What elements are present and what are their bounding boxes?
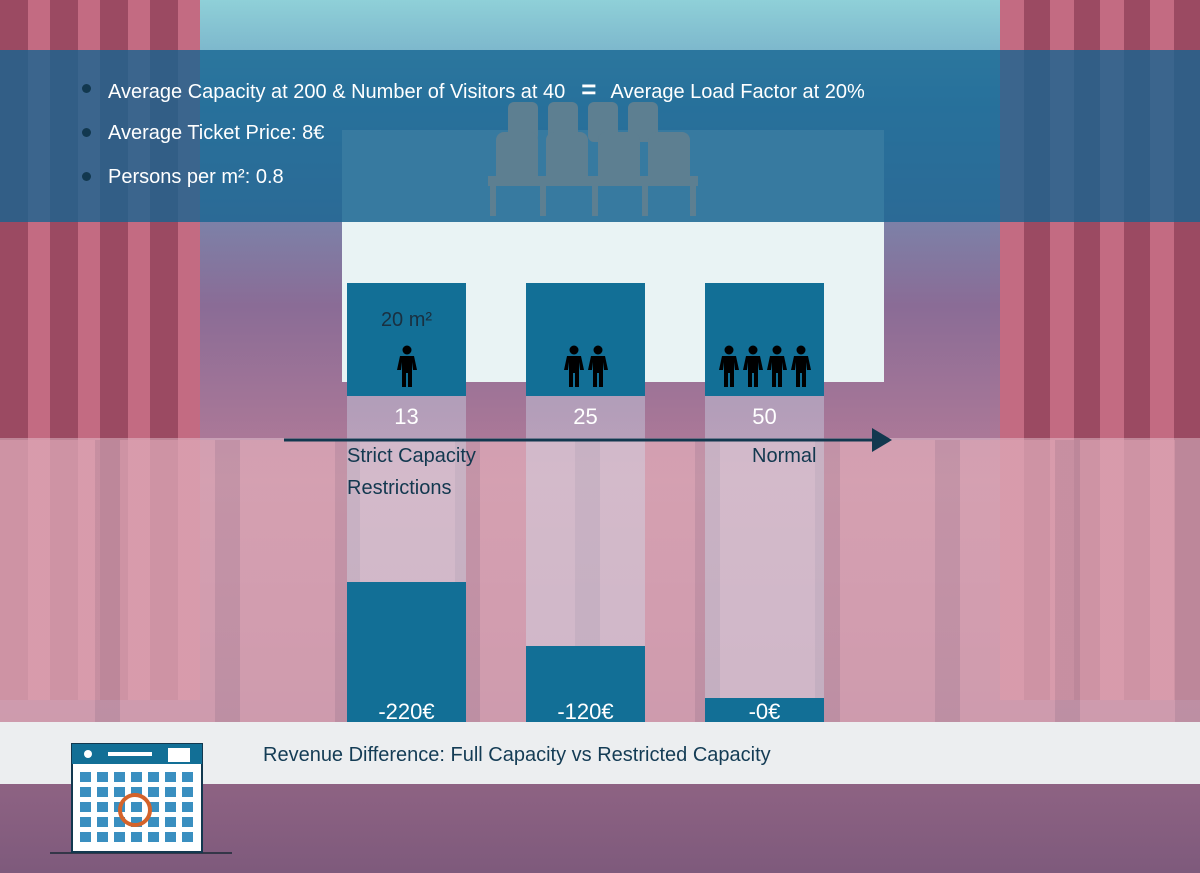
people-icons-3 <box>705 345 824 394</box>
capacity-text: Average Capacity at 200 & Number of Visi… <box>108 81 566 103</box>
bullet-persons-per-m2: Persons per m²: 0.8 <box>80 160 865 204</box>
person-icon <box>742 345 763 387</box>
capacity-axis-arrow <box>284 428 892 452</box>
equals-sign: = <box>581 74 597 104</box>
axis-right-label: Normal <box>752 445 817 467</box>
person-icon <box>766 345 787 387</box>
person-icon <box>790 345 811 387</box>
footer-title: Revenue Difference: Full Capacity vs Res… <box>263 744 771 766</box>
person-icon <box>718 345 739 387</box>
bar-value-label-2: -120€ <box>557 699 614 724</box>
people-icons-1 <box>347 345 466 394</box>
area-label: 20 m² <box>380 309 433 331</box>
bullet-ticket-price: Average Ticket Price: 8€ <box>80 116 865 160</box>
assumptions-list: Average Capacity at 200 & Number of Visi… <box>80 72 865 204</box>
persons-per-m2-text: Persons per m²: 0.8 <box>108 166 284 188</box>
people-icons-2 <box>526 345 645 394</box>
revenue-bar-3 <box>705 698 824 722</box>
axis-left-label: Strict Capacity Restrictions <box>347 445 476 499</box>
bullet-capacity: Average Capacity at 200 & Number of Visi… <box>80 72 865 116</box>
calendar-icon <box>50 743 232 854</box>
category-label-2: 25 <box>573 404 598 429</box>
area-box-3 <box>705 283 824 396</box>
person-icon <box>396 345 417 387</box>
person-icon <box>587 345 608 387</box>
revenue-bar-1 <box>347 582 466 722</box>
column-highlight-3 <box>705 395 824 722</box>
bar-value-label-3: -0€ <box>748 699 781 724</box>
cinema-seats-icon <box>488 102 698 216</box>
ticket-price-text: Average Ticket Price: 8€ <box>108 122 325 144</box>
category-label-1: 13 <box>394 404 419 429</box>
area-box-1: 20 m² <box>347 283 466 396</box>
category-label-3: 50 <box>752 404 777 429</box>
load-factor-text: Average Load Factor at 20% <box>610 81 865 103</box>
revenue-bar-2 <box>526 645 645 722</box>
area-box-2 <box>526 283 645 396</box>
person-icon <box>563 345 584 387</box>
bar-value-label-1: -220€ <box>378 699 435 724</box>
